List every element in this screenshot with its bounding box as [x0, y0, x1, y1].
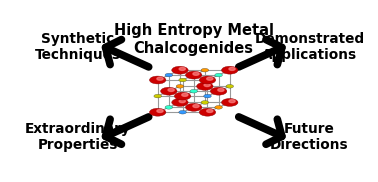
- Circle shape: [218, 88, 224, 91]
- Circle shape: [215, 73, 222, 77]
- Circle shape: [201, 101, 209, 104]
- Circle shape: [172, 66, 188, 74]
- Circle shape: [222, 98, 238, 106]
- Circle shape: [193, 105, 199, 108]
- Circle shape: [157, 110, 163, 112]
- Circle shape: [211, 87, 227, 95]
- Circle shape: [154, 94, 161, 98]
- Circle shape: [149, 108, 166, 116]
- Circle shape: [199, 108, 216, 116]
- Circle shape: [174, 92, 191, 100]
- Circle shape: [161, 87, 177, 95]
- Circle shape: [179, 68, 185, 70]
- Circle shape: [222, 66, 238, 74]
- Text: High Entropy Metal
Chalcogenides: High Entropy Metal Chalcogenides: [114, 23, 274, 56]
- Circle shape: [165, 106, 173, 109]
- Circle shape: [168, 88, 174, 91]
- Circle shape: [176, 84, 184, 88]
- Circle shape: [172, 98, 188, 106]
- Text: Future
Directions: Future Directions: [270, 122, 349, 152]
- Text: Synthetic
Techniques: Synthetic Techniques: [35, 32, 121, 62]
- Circle shape: [201, 68, 209, 72]
- Circle shape: [186, 103, 202, 111]
- Circle shape: [179, 100, 185, 103]
- Circle shape: [179, 78, 186, 82]
- Circle shape: [204, 94, 211, 98]
- Circle shape: [215, 106, 222, 109]
- Circle shape: [229, 100, 235, 103]
- Circle shape: [226, 84, 234, 88]
- Circle shape: [179, 110, 186, 114]
- Circle shape: [193, 72, 199, 75]
- Circle shape: [186, 71, 202, 79]
- Circle shape: [190, 89, 198, 93]
- Circle shape: [204, 84, 210, 86]
- Circle shape: [165, 73, 173, 77]
- Text: Extraordinary
Properties: Extraordinary Properties: [25, 122, 131, 152]
- Circle shape: [149, 76, 166, 84]
- Text: Demonstrated
Applications: Demonstrated Applications: [254, 32, 364, 62]
- Circle shape: [197, 82, 213, 90]
- Circle shape: [182, 93, 188, 96]
- Circle shape: [199, 76, 216, 84]
- Circle shape: [229, 68, 235, 70]
- Circle shape: [207, 110, 213, 112]
- Circle shape: [157, 77, 163, 80]
- Circle shape: [207, 77, 213, 80]
